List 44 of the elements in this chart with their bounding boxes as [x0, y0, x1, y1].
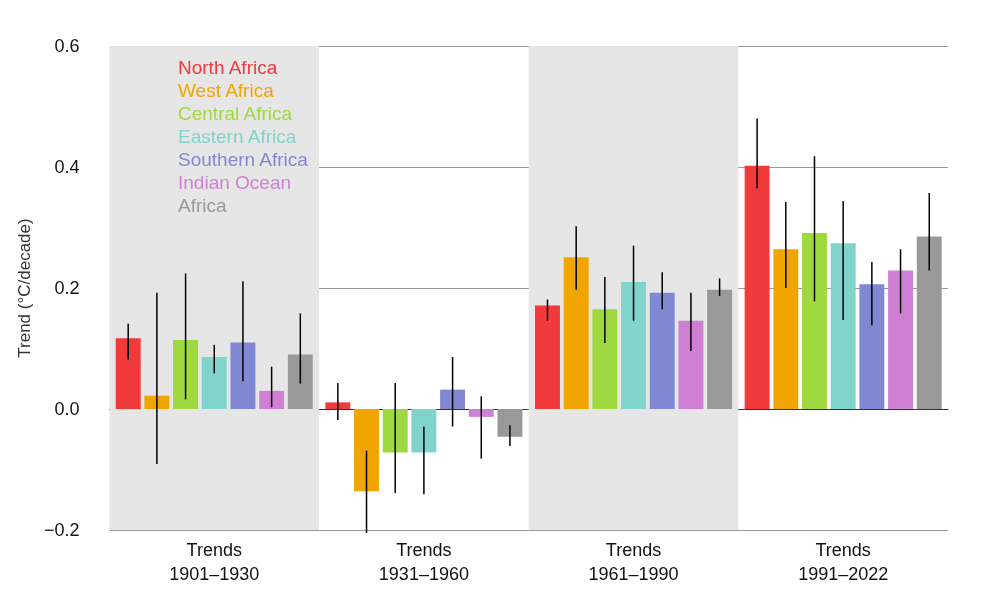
bar	[830, 243, 856, 409]
bar	[354, 409, 379, 492]
x-tick-label: Trends 1961–1990	[588, 540, 679, 584]
bar	[859, 284, 885, 409]
bar	[325, 402, 351, 409]
bar	[773, 249, 799, 409]
bar	[468, 409, 494, 417]
bar	[259, 390, 285, 409]
y-tick-label: 0.2	[54, 278, 80, 298]
x-tick-label: Trends 1901–1930	[169, 540, 260, 584]
x-tick-label: Trends 1931–1960	[378, 540, 469, 584]
x-tick-label: Trends 1991–2022	[798, 540, 889, 584]
bar	[201, 356, 227, 409]
y-tick-label: 0.0	[54, 399, 80, 419]
bar	[382, 409, 408, 453]
bar	[287, 354, 313, 409]
bar	[621, 281, 647, 409]
y-tick-label: 0.4	[54, 157, 80, 177]
y-axis-title: Trend (°C/decade)	[15, 218, 34, 358]
bar	[592, 309, 618, 409]
text: Africa	[178, 195, 227, 216]
bar	[173, 340, 199, 409]
text: Eastern Africa	[178, 126, 297, 147]
bar	[563, 257, 589, 409]
bar	[649, 292, 675, 409]
y-tick-label: 0.6	[54, 36, 80, 56]
bar	[802, 232, 827, 409]
bar	[411, 409, 437, 453]
bar	[888, 270, 914, 409]
bar	[535, 305, 560, 409]
text: West Africa	[178, 80, 275, 101]
bar	[144, 395, 170, 409]
bar	[744, 165, 770, 409]
bar	[707, 289, 733, 409]
text: North Africa	[178, 57, 278, 78]
bar	[115, 338, 141, 409]
text: Central Africa	[178, 103, 293, 124]
bar	[678, 320, 704, 409]
bar	[497, 409, 523, 437]
y-tick-label: −0.2	[43, 520, 80, 540]
text: Southern Africa	[178, 149, 309, 170]
bar	[440, 389, 466, 409]
bar	[230, 342, 256, 409]
text: Indian Ocean	[178, 172, 292, 193]
